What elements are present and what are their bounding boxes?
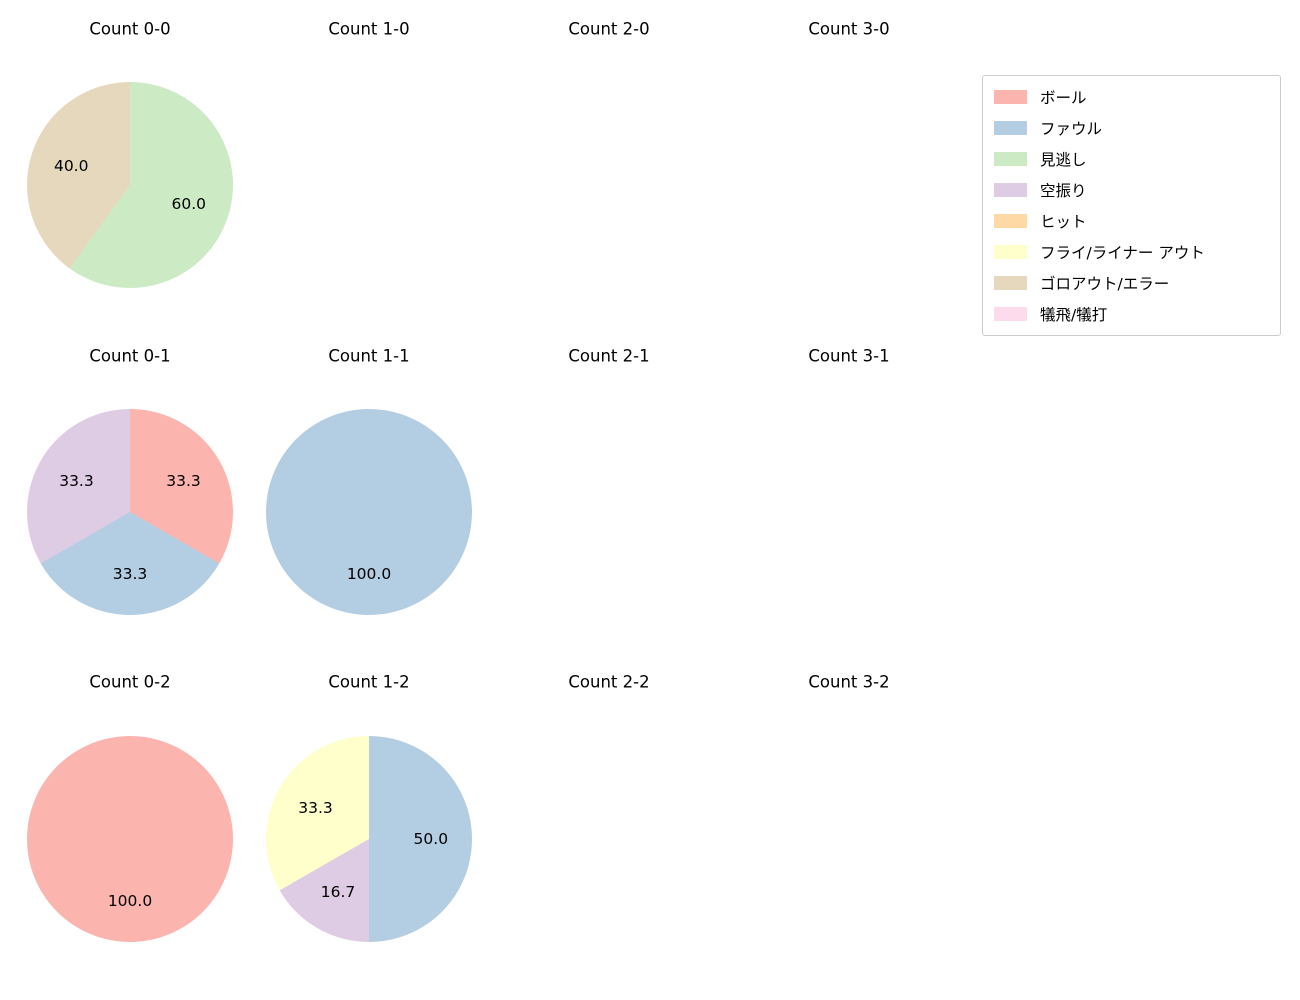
legend-label: 見逃し: [1040, 151, 1087, 169]
pie-slice-label: 40.0: [53, 156, 89, 175]
legend-label: ボール: [1040, 89, 1087, 107]
legend-item: 空振り: [994, 179, 1269, 201]
legend-item: ファウル: [994, 117, 1269, 139]
legend-item: ゴロアウト/エラー: [994, 272, 1269, 294]
pie-title: Count 0-2: [89, 672, 171, 692]
pie-slice-label: 33.3: [298, 799, 333, 818]
legend-label: フライ/ライナー アウト: [1040, 244, 1205, 262]
pie-slice-label: 33.3: [112, 564, 148, 583]
pie-slice-label: 50.0: [413, 830, 449, 848]
legend-item: ボール: [994, 86, 1269, 108]
legend-item: 見逃し: [994, 148, 1269, 170]
pie-chart: [27, 409, 233, 615]
pie-slice-label: 100.0: [107, 891, 153, 910]
pie-slice-label: 16.7: [320, 883, 356, 902]
legend-label: 犠飛/犠打: [1040, 306, 1108, 324]
legend-swatch: [994, 152, 1027, 166]
pie-slice-label: 100.0: [346, 564, 392, 583]
pie-title: Count 0-1: [89, 346, 171, 366]
pie-chart: [266, 409, 472, 615]
legend-swatch: [994, 90, 1027, 104]
legend-swatch: [994, 121, 1027, 135]
legend-swatch: [994, 183, 1027, 197]
legend-label: ヒット: [1040, 213, 1087, 231]
pie-title: Count 2-2: [568, 672, 650, 692]
pie-title: Count 1-0: [328, 19, 410, 39]
pie-chart: [266, 736, 472, 942]
legend-item: ヒット: [994, 210, 1269, 232]
legend-swatch: [994, 214, 1027, 228]
legend-swatch: [994, 276, 1027, 290]
legend-label: ゴロアウト/エラー: [1040, 275, 1170, 293]
legend-item: 犠飛/犠打: [994, 303, 1269, 325]
legend-swatch: [994, 245, 1027, 259]
pie-title: Count 2-1: [568, 346, 650, 366]
pie-slice-label: 33.3: [166, 472, 201, 491]
pie-chart: [27, 82, 233, 288]
pie-title: Count 1-1: [328, 346, 410, 366]
pie-title: Count 3-0: [808, 19, 890, 39]
pie-slice-label: 33.3: [59, 472, 94, 491]
pie-title: Count 2-0: [568, 19, 650, 39]
pie-title: Count 3-1: [808, 346, 890, 366]
legend-label: 空振り: [1040, 182, 1087, 200]
pie-title: Count 3-2: [808, 672, 890, 692]
pie-title: Count 0-0: [89, 19, 171, 39]
pie-title: Count 1-2: [328, 672, 410, 692]
legend-swatch: [994, 307, 1027, 321]
legend-label: ファウル: [1040, 120, 1103, 138]
legend-item: フライ/ライナー アウト: [994, 241, 1269, 263]
pie-chart: [27, 736, 233, 942]
pie-slice-label: 60.0: [171, 195, 207, 214]
legend: ボールファウル見逃し空振りヒットフライ/ライナー アウト ゴロアウト/エラー 犠飛/…: [982, 75, 1281, 336]
